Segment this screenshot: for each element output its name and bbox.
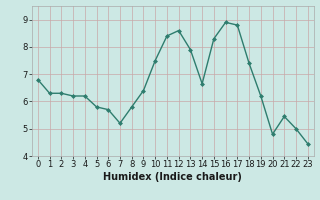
X-axis label: Humidex (Indice chaleur): Humidex (Indice chaleur) — [103, 172, 242, 182]
